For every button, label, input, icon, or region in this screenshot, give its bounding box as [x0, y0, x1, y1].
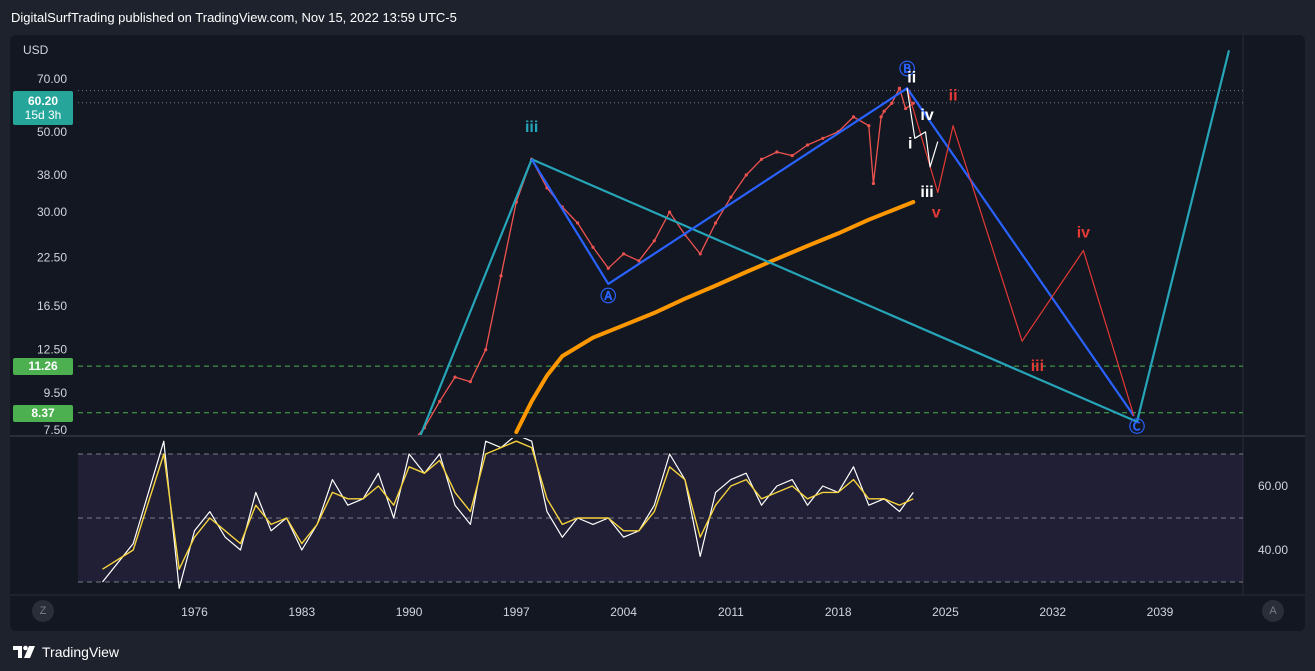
- price-point: [897, 86, 902, 90]
- indicator-tick-label: 60.00: [1258, 479, 1288, 493]
- price-point: [911, 101, 915, 105]
- price-point: [622, 252, 626, 256]
- price-point: [407, 444, 410, 447]
- price-tick-label: 30.00: [37, 205, 67, 219]
- price-point: [468, 380, 472, 384]
- wave-label: v: [932, 204, 941, 221]
- indicator-tick-label: 40.00: [1258, 543, 1288, 557]
- time-tick-label: 1997: [503, 605, 530, 619]
- publish-header: DigitalSurfTrading published on TradingV…: [0, 0, 1315, 34]
- price-point: [453, 375, 457, 379]
- price-point: [903, 106, 908, 111]
- price-point: [790, 153, 794, 158]
- rsi-band-fill: [78, 454, 1243, 582]
- price-series-line: [417, 87, 914, 435]
- tradingview-logo-icon: [13, 645, 35, 658]
- price-tick-label: 16.50: [37, 299, 67, 313]
- price-point: [882, 109, 886, 113]
- auto-scale-button[interactable]: A: [1262, 600, 1284, 622]
- level-tag-8.37: 8.37: [13, 404, 73, 422]
- price-tick-label: 7.50: [44, 423, 68, 437]
- price-tick-label: 70.00: [37, 72, 67, 86]
- wave-label: iv: [920, 107, 933, 124]
- price-point: [867, 124, 871, 128]
- wave-line-0: [419, 50, 1231, 435]
- wave-label: Ⓒ: [1129, 417, 1145, 436]
- price-point: [591, 245, 595, 249]
- wave-label: ii: [949, 88, 958, 105]
- price-point: [744, 173, 748, 177]
- wave-label: Ⓐ: [600, 286, 616, 305]
- price-point: [871, 181, 876, 186]
- price-point: [821, 136, 825, 140]
- price-point: [879, 115, 883, 119]
- price-point: [713, 221, 718, 225]
- publish-caption: DigitalSurfTrading published on TradingV…: [11, 10, 457, 25]
- bar-countdown: 15d 3h: [24, 107, 62, 122]
- price-point: [759, 157, 764, 161]
- chart-canvas[interactable]: USD 70.00 50.00 38.00 30.00 22.50 16.50 12.50 9.…: [10, 35, 1305, 631]
- price-point: [775, 150, 779, 154]
- time-tick-label: 2039: [1147, 605, 1174, 619]
- time-tick-label: 2004: [610, 605, 637, 619]
- price-point: [851, 115, 856, 119]
- price-point: [890, 101, 894, 105]
- zoom-reset-button[interactable]: Z: [32, 600, 54, 622]
- time-tick-label: 2018: [825, 605, 852, 619]
- brand-label: TradingView: [42, 644, 120, 660]
- current-price-tag: 60.20 15d 3h: [13, 90, 73, 125]
- price-point: [698, 252, 702, 256]
- footer: TradingView: [0, 636, 1315, 671]
- wave-label: i: [908, 135, 912, 152]
- price-point: [637, 259, 641, 263]
- price-point: [576, 221, 580, 225]
- wave-line-2: [906, 88, 1135, 417]
- price-tick-label: 9.50: [44, 386, 68, 400]
- indicator-pane: [102, 438, 914, 590]
- price-tick-label: 22.50: [37, 250, 67, 264]
- price-tick-label: 12.50: [37, 343, 67, 357]
- rsi-line: [102, 438, 914, 590]
- price-point: [438, 399, 442, 403]
- time-tick-label: 1976: [181, 605, 208, 619]
- price-point: [667, 210, 672, 214]
- tradingview-brand[interactable]: TradingView: [12, 644, 119, 660]
- wave-label: ii: [907, 69, 916, 86]
- rsi-signal-line: [102, 440, 914, 570]
- time-tick-label: 2032: [1039, 605, 1066, 619]
- price-point: [652, 239, 656, 243]
- wave-label: iii: [920, 184, 933, 201]
- price-point: [729, 195, 733, 199]
- wave-line-3: [906, 88, 939, 168]
- time-tick-label: 2011: [718, 605, 744, 619]
- chart-frame[interactable]: USD 70.00 50.00 38.00 30.00 22.50 16.50 12.50 9.…: [10, 35, 1305, 631]
- price-point: [484, 348, 488, 352]
- time-tick-label: 2025: [932, 605, 959, 619]
- price-point: [499, 274, 503, 278]
- wave-label: iii: [525, 119, 538, 136]
- level-tag-11.26: 11.26: [13, 358, 73, 376]
- time-tick-label: 1990: [396, 605, 423, 619]
- price-pane: [407, 50, 1231, 447]
- wave-label: Ⓑ: [899, 60, 915, 79]
- moving-average-line: [514, 200, 916, 435]
- price-tick-label: 50.00: [37, 125, 67, 139]
- current-price-value: 60.20: [27, 93, 59, 108]
- price-point: [805, 143, 810, 147]
- price-tick-label: 38.00: [37, 168, 67, 182]
- wave-line-1: [530, 87, 1135, 417]
- currency-label: USD: [23, 43, 49, 57]
- wave-label: iii: [1031, 358, 1044, 375]
- time-tick-label: 1983: [288, 605, 315, 619]
- price-point: [606, 266, 610, 270]
- wave-label: iv: [1077, 225, 1090, 242]
